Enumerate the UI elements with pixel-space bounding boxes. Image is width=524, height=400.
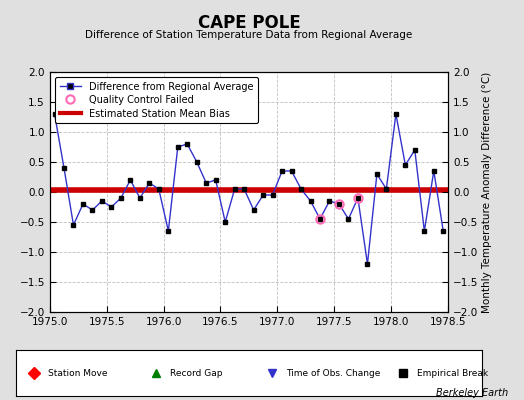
- Text: Berkeley Earth: Berkeley Earth: [436, 388, 508, 398]
- Text: Station Move: Station Move: [48, 368, 108, 378]
- Y-axis label: Monthly Temperature Anomaly Difference (°C): Monthly Temperature Anomaly Difference (…: [483, 71, 493, 313]
- Text: Difference of Station Temperature Data from Regional Average: Difference of Station Temperature Data f…: [85, 30, 412, 40]
- Text: Record Gap: Record Gap: [170, 368, 222, 378]
- Text: Time of Obs. Change: Time of Obs. Change: [286, 368, 380, 378]
- Legend: Difference from Regional Average, Quality Control Failed, Estimated Station Mean: Difference from Regional Average, Qualit…: [54, 77, 258, 123]
- Text: Empirical Break: Empirical Break: [417, 368, 488, 378]
- Text: CAPE POLE: CAPE POLE: [198, 14, 300, 32]
